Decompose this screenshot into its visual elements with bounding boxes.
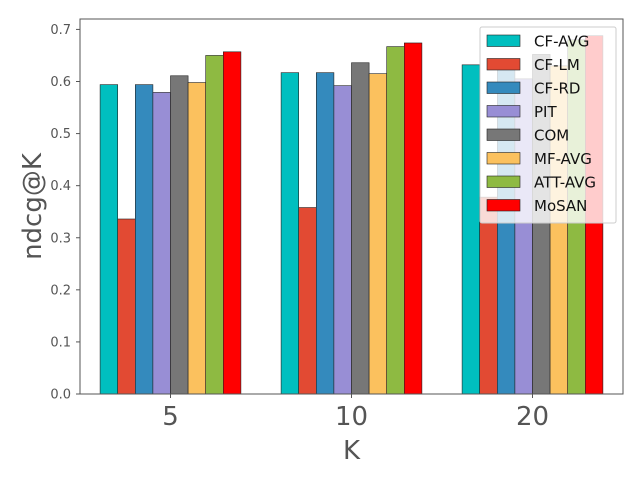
bar-cf-avg-k5 xyxy=(99,84,118,395)
bar-pit-k5 xyxy=(152,92,171,395)
y-axis: 0.0 0.1 0.2 0.3 0.4 0.5 0.6 0.7 xyxy=(50,23,80,403)
bar-cf-lm-k5 xyxy=(117,218,136,395)
y-tick-label: 0.7 xyxy=(50,23,71,38)
plot-frame xyxy=(79,18,624,395)
bar-att-avg-k5 xyxy=(205,55,224,395)
y-tick-label: 0.1 xyxy=(50,335,71,350)
legend-swatch-cf-avg xyxy=(486,34,521,47)
bar-cf-lm-k20 xyxy=(479,196,498,395)
legend-swatch-att-avg xyxy=(486,175,521,188)
legend-label-cf-lm: CF-LM xyxy=(534,56,580,74)
legend: CF-AVG CF-LM CF-RD PIT COM MF-AVG ATT-AVG MoSAN xyxy=(479,26,617,224)
x-axis-label: K xyxy=(343,436,361,466)
bar-cf-avg-k20 xyxy=(461,64,481,395)
legend-swatch-mosan xyxy=(486,199,521,212)
bar-com-k10 xyxy=(351,62,370,395)
legend-box xyxy=(479,26,617,224)
x-tick-label: 5 xyxy=(162,402,179,432)
bar-cf-rd-k5 xyxy=(135,84,154,395)
x-tick-label: 20 xyxy=(516,402,549,432)
legend-label-mosan: MoSAN xyxy=(534,197,587,215)
legend-label-com: COM xyxy=(534,127,569,145)
legend-label-cf-avg: CF-AVG xyxy=(534,33,589,51)
legend-swatch-com xyxy=(486,128,521,141)
bar-com-k5 xyxy=(170,75,189,395)
legend-swatch-pit xyxy=(486,105,521,118)
legend-swatch-cf-lm xyxy=(486,58,521,71)
bar-mosan-k5 xyxy=(223,51,242,395)
bar-att-avg-k10 xyxy=(386,46,405,395)
legend-label-cf-rd: CF-RD xyxy=(534,80,581,98)
bar-mosan-k10 xyxy=(403,42,423,395)
y-tick-label: 0.0 xyxy=(50,388,71,403)
bar-cf-avg-k10 xyxy=(280,72,300,395)
bar-mf-avg-k10 xyxy=(368,73,388,395)
legend-label-mf-avg: MF-AVG xyxy=(534,150,592,168)
y-tick-label: 0.3 xyxy=(50,231,71,246)
legend-swatch-mf-avg xyxy=(486,152,521,165)
y-axis-label: ndcg@K xyxy=(18,152,48,260)
legend-label-att-avg: ATT-AVG xyxy=(534,174,596,192)
y-tick-label: 0.5 xyxy=(50,127,71,142)
bar-pit-k10 xyxy=(333,85,352,395)
y-tick-label: 0.4 xyxy=(50,179,71,194)
bar-mf-avg-k5 xyxy=(187,82,207,395)
legend-label-pit: PIT xyxy=(534,103,557,121)
x-tick-label: 10 xyxy=(335,402,368,432)
bar-cf-rd-k10 xyxy=(315,72,335,395)
x-axis: 5 10 20 xyxy=(162,394,549,432)
bar-cf-lm-k10 xyxy=(298,207,317,395)
legend-swatch-cf-rd xyxy=(486,81,521,94)
y-tick-label: 0.2 xyxy=(50,283,71,298)
y-tick-label: 0.6 xyxy=(50,75,71,90)
bars-layer xyxy=(99,35,604,395)
